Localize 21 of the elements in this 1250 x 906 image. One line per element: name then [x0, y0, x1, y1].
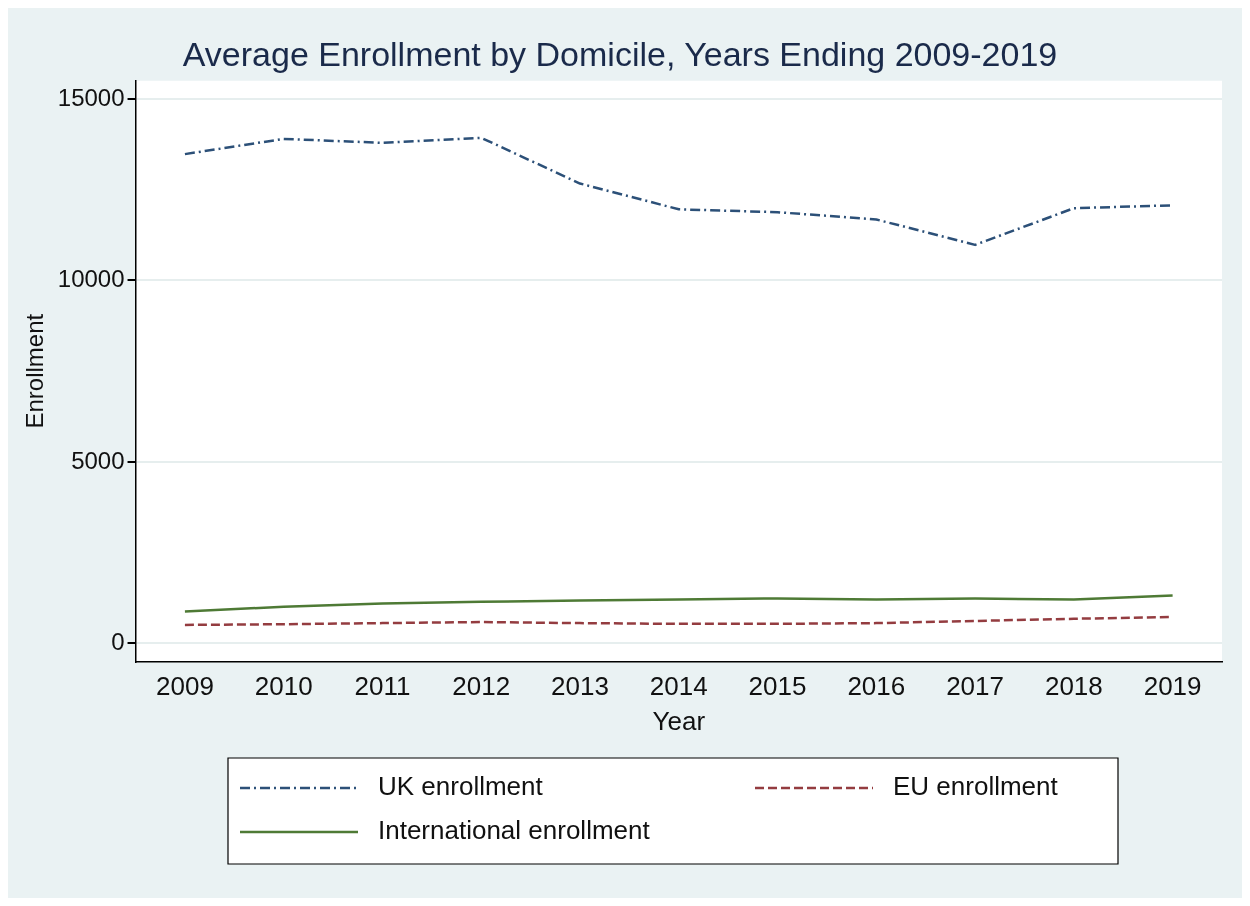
y-tick-label: 0 [111, 628, 125, 656]
x-tick-label: 2011 [354, 671, 411, 702]
x-tick-label: 2016 [847, 671, 906, 702]
x-tick-label: 2014 [649, 671, 708, 702]
x-tick-label: 2018 [1044, 671, 1103, 702]
x-tick-label: 2017 [946, 671, 1004, 702]
x-tick-label: 2012 [452, 671, 511, 702]
x-tick-label: 2015 [748, 671, 807, 702]
x-tick-label: 2010 [254, 671, 313, 702]
x-axis-title: Year [652, 705, 706, 736]
y-tick-label: 10000 [57, 265, 125, 293]
legend-label: International enrollment [378, 815, 651, 846]
x-tick-label: 2013 [551, 671, 609, 702]
chart-title: Average Enrollment by Domicile, Years Ending 2009-2019 [182, 34, 1058, 73]
y-tick-label: 15000 [57, 83, 125, 111]
x-tick-label: 2019 [1143, 671, 1202, 702]
y-tick-label: 5000 [71, 446, 125, 474]
legend-label: UK enrollment [378, 771, 544, 802]
legend-label: EU enrollment [893, 771, 1059, 802]
y-axis-title: Enrollment [21, 313, 49, 429]
x-tick-label: 2009 [156, 671, 214, 702]
